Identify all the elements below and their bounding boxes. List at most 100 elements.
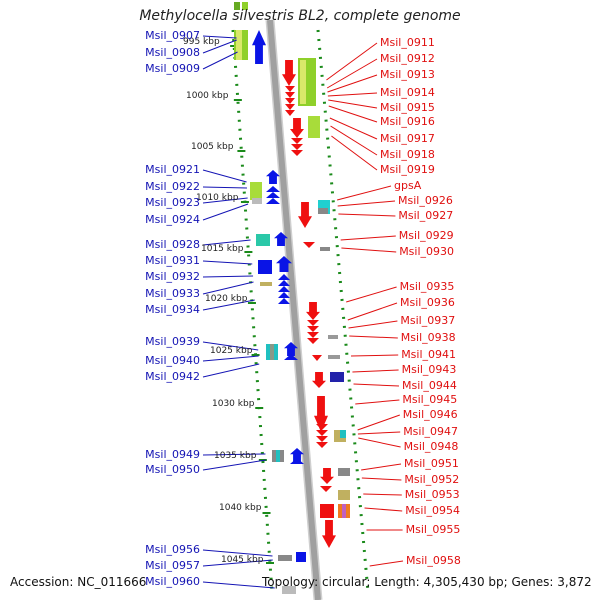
forward-gene-arrow <box>266 170 280 184</box>
gene-block <box>270 344 274 360</box>
reverse-gene-arrow <box>306 302 320 320</box>
forward-gene-arrow <box>284 342 298 356</box>
right-leader-line <box>346 286 397 303</box>
right-gene-label: Msil_0936 <box>400 296 455 309</box>
gene-block <box>320 247 330 251</box>
reverse-gene-chevron <box>285 92 295 98</box>
left-gene-label: Msil_0931 <box>145 254 200 267</box>
reverse-gene-chevron <box>291 144 303 150</box>
ruler-label: 1020 kbp <box>205 294 248 304</box>
ruler-label: 1015 kbp <box>201 244 244 254</box>
gene-block <box>236 30 242 60</box>
forward-gene-chevron <box>278 274 290 280</box>
reverse-gene-chevron <box>307 320 319 326</box>
right-gene-label: Msil_0948 <box>403 440 459 453</box>
gene-block <box>260 282 272 286</box>
left-leader-line <box>202 169 247 183</box>
left-leader-line <box>202 186 247 189</box>
map-title: Methylocella silvestris BL2, complete ge… <box>139 8 461 24</box>
right-gene-label: Msil_0915 <box>380 101 435 114</box>
right-leader-line <box>357 414 400 431</box>
right-gene-label: Msil_0911 <box>380 36 435 49</box>
right-leader-line <box>347 302 398 321</box>
left-gene-label: Msil_0933 <box>145 287 200 300</box>
reverse-gene-arrow <box>320 468 334 484</box>
gene-block <box>318 208 328 214</box>
topology-text: Topology: circular; Length: 4,305,430 bp… <box>262 575 592 589</box>
right-gene-label: Msil_0953 <box>404 488 460 501</box>
reverse-gene-chevron <box>312 355 322 361</box>
gene-block <box>328 355 340 359</box>
right-leader-line <box>358 437 401 448</box>
accession-text: Accession: NC_011666 <box>10 575 147 589</box>
right-gene-label: Msil_0930 <box>399 245 455 258</box>
right-leader-line <box>355 399 400 405</box>
reverse-gene-arrow <box>322 520 336 548</box>
left-gene-label: Msil_0907 <box>145 29 200 42</box>
gene-block <box>258 260 272 274</box>
left-leader-line <box>202 459 266 471</box>
left-gene-label: Msil_0960 <box>145 575 200 588</box>
right-gene-label: Msil_0918 <box>380 148 435 161</box>
ruler-label: 1005 kbp <box>191 142 234 152</box>
right-leader-line <box>331 135 378 171</box>
right-gene-label: Msil_0914 <box>380 86 435 99</box>
left-gene-label: Msil_0932 <box>145 270 200 283</box>
right-leader-line <box>348 320 398 329</box>
gene-block <box>340 430 346 438</box>
reverse-gene-chevron <box>291 138 303 144</box>
left-leader-line <box>202 549 273 557</box>
right-leader-line <box>327 92 378 97</box>
forward-gene-chevron <box>266 186 280 192</box>
left-leader-line <box>202 197 248 204</box>
left-gene-label: Msil_0924 <box>145 213 200 226</box>
reverse-gene-chevron <box>285 86 295 92</box>
gene-block <box>296 552 306 562</box>
genome-backbone-core <box>267 19 321 600</box>
reverse-gene-arrow <box>314 396 328 432</box>
leader-layer <box>202 35 404 589</box>
right-gene-label: Msil_0926 <box>398 194 453 207</box>
right-gene-label: Msil_0912 <box>380 52 435 65</box>
reverse-gene-chevron <box>303 242 315 248</box>
left-leader-line <box>202 363 260 378</box>
left-gene-label: Msil_0940 <box>145 354 200 367</box>
left-gene-label: Msil_0934 <box>145 303 200 316</box>
reverse-gene-chevron <box>320 486 332 492</box>
left-leader-line <box>202 51 238 70</box>
right-leader-line <box>364 507 403 512</box>
gene-block <box>234 2 240 10</box>
gene-block <box>338 490 350 500</box>
right-leader-line <box>352 369 399 373</box>
right-leader-line <box>341 247 397 253</box>
left-gene-label: Msil_0909 <box>145 62 200 75</box>
right-gene-label: Msil_0935 <box>399 280 455 293</box>
gene-block <box>282 586 296 594</box>
right-leader-line <box>357 431 401 435</box>
right-leader-line <box>361 477 402 481</box>
left-leader-line <box>202 39 237 54</box>
forward-gene-arrow <box>290 448 304 462</box>
left-leader-line <box>202 581 275 589</box>
right-gene-label: Msil_0916 <box>380 115 435 128</box>
right-gene-label: Msil_0941 <box>401 348 457 361</box>
right-leader-line <box>337 200 396 207</box>
right-gene-label: Msil_0945 <box>402 393 458 406</box>
ruler-label: 1035 kbp <box>214 451 257 461</box>
left-gene-label: Msil_0957 <box>145 559 200 572</box>
gene-block <box>256 234 270 246</box>
right-gene-label: Msil_0937 <box>400 314 456 327</box>
right-gene-label: gpsA <box>394 179 422 192</box>
right-gene-label: Msil_0947 <box>403 425 459 438</box>
gene-block <box>338 468 350 476</box>
left-leader-line <box>202 35 237 39</box>
left-leader-line <box>202 299 255 311</box>
left-leader-line <box>202 260 253 265</box>
right-leader-line <box>330 125 378 156</box>
right-leader-line <box>326 42 378 81</box>
right-gene-label: Msil_0929 <box>398 229 454 242</box>
ruler-label: 1045 kbp <box>221 555 264 565</box>
right-leader-line <box>326 58 378 89</box>
gene-block <box>320 504 334 518</box>
right-leader-line <box>369 560 404 567</box>
